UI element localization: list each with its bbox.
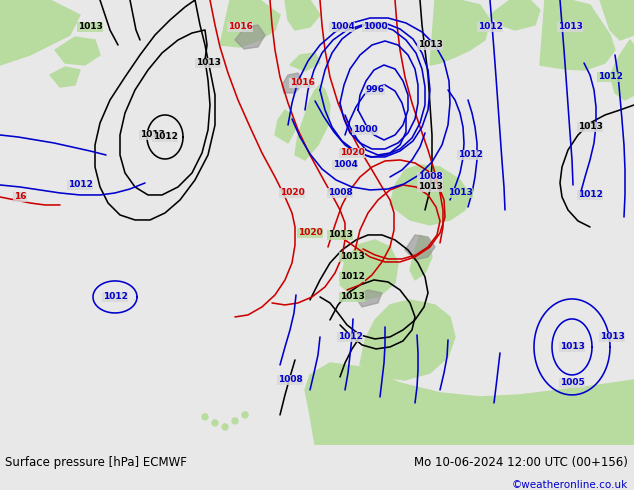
- Text: 1013: 1013: [340, 252, 365, 262]
- Text: 16: 16: [14, 193, 26, 201]
- Circle shape: [242, 412, 248, 418]
- Text: 1004: 1004: [330, 23, 354, 31]
- Circle shape: [202, 414, 208, 420]
- Text: 1013: 1013: [418, 41, 443, 49]
- Text: ©weatheronline.co.uk: ©weatheronline.co.uk: [512, 480, 628, 490]
- Polygon shape: [390, 165, 470, 225]
- Text: 1012: 1012: [103, 293, 127, 301]
- Polygon shape: [405, 235, 435, 260]
- Polygon shape: [340, 240, 398, 300]
- Text: 1013: 1013: [557, 23, 583, 31]
- Polygon shape: [235, 25, 265, 49]
- Text: 1012: 1012: [340, 272, 365, 281]
- Polygon shape: [50, 67, 80, 87]
- Text: 1013: 1013: [578, 122, 602, 131]
- Circle shape: [222, 424, 228, 430]
- Text: 1013: 1013: [418, 182, 443, 192]
- Text: 1005: 1005: [560, 378, 585, 388]
- Polygon shape: [55, 37, 100, 65]
- Polygon shape: [275, 110, 295, 143]
- Text: 1020: 1020: [340, 148, 365, 157]
- Polygon shape: [360, 300, 455, 380]
- Polygon shape: [295, 85, 330, 160]
- Polygon shape: [430, 0, 490, 65]
- Text: 1013: 1013: [448, 189, 472, 197]
- Text: 1012: 1012: [337, 332, 363, 342]
- Circle shape: [232, 418, 238, 424]
- Text: 1012: 1012: [477, 23, 502, 31]
- Text: 1016: 1016: [228, 23, 252, 31]
- Text: 1012: 1012: [68, 180, 93, 190]
- Text: 1008: 1008: [278, 375, 302, 385]
- Polygon shape: [285, 0, 320, 30]
- Text: Mo 10-06-2024 12:00 UTC (00+156): Mo 10-06-2024 12:00 UTC (00+156): [414, 456, 628, 468]
- Text: 1004: 1004: [333, 160, 358, 170]
- Text: 1013: 1013: [340, 293, 365, 301]
- Text: 1012: 1012: [458, 150, 482, 159]
- Text: 1020: 1020: [297, 228, 322, 238]
- Polygon shape: [600, 0, 634, 40]
- Text: 1012: 1012: [598, 73, 623, 81]
- Polygon shape: [220, 0, 280, 47]
- Polygon shape: [305, 363, 634, 445]
- Text: 1020: 1020: [280, 189, 304, 197]
- Polygon shape: [490, 0, 540, 30]
- Polygon shape: [410, 235, 432, 280]
- Text: 1008: 1008: [328, 189, 353, 197]
- Text: 1013: 1013: [560, 343, 585, 351]
- Polygon shape: [610, 40, 634, 100]
- Text: 1013: 1013: [139, 130, 164, 140]
- Text: 1000: 1000: [353, 125, 377, 134]
- Text: 1012: 1012: [153, 132, 178, 142]
- Text: 1013: 1013: [328, 230, 353, 240]
- Text: 1013: 1013: [195, 58, 221, 68]
- Polygon shape: [282, 73, 303, 93]
- Text: 996: 996: [365, 85, 384, 95]
- Polygon shape: [0, 0, 80, 65]
- Text: 1000: 1000: [363, 23, 387, 31]
- Text: 1008: 1008: [418, 172, 443, 181]
- Polygon shape: [540, 0, 615, 70]
- Polygon shape: [290, 53, 320, 71]
- Text: 1013: 1013: [600, 332, 624, 342]
- Circle shape: [212, 420, 218, 426]
- Text: 1012: 1012: [578, 191, 602, 199]
- Polygon shape: [355, 290, 382, 307]
- Text: 1013: 1013: [77, 23, 103, 31]
- Text: 1016: 1016: [290, 78, 314, 88]
- Text: Surface pressure [hPa] ECMWF: Surface pressure [hPa] ECMWF: [5, 456, 187, 468]
